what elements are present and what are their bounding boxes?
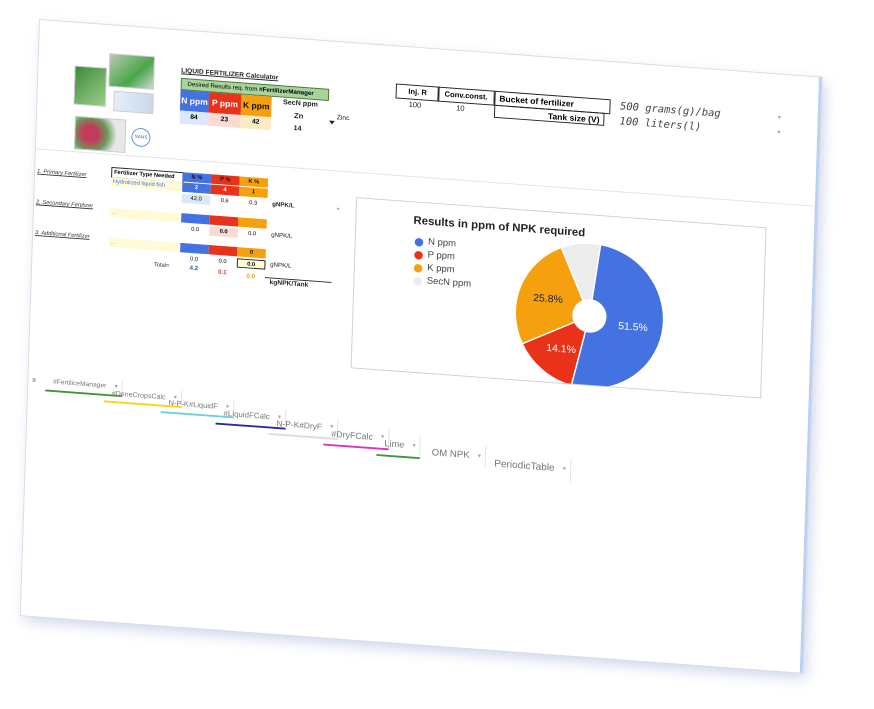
primary-amount[interactable]: 42.0 (181, 193, 211, 205)
total-label: Total= (153, 262, 170, 270)
sheet-tab-label: OM NPK (431, 447, 470, 461)
fertilizer-photo-thumbnail (73, 65, 108, 107)
sheet-list-icon[interactable]: ≡ (32, 377, 37, 385)
pie-label-2: 25.8% (533, 293, 563, 306)
primary-unit: gNPK/L (272, 201, 295, 210)
sheet-tab-7[interactable]: OM NPK ▾ (423, 441, 487, 469)
additional-k-pct[interactable]: 0 (237, 247, 266, 259)
additional-unit: gNPK/L (270, 261, 292, 270)
secondary-n-grams: 0.0 (191, 226, 200, 234)
secn-element-name: Zinc (336, 114, 350, 123)
pie-label-0: 51.5% (618, 321, 648, 334)
bucket-dropdown-icon[interactable]: ▾ (777, 114, 782, 122)
sheet-tab-label: #DryFCalc (331, 429, 374, 442)
primary-dropdown-icon[interactable]: ▾ (336, 206, 340, 213)
secondary-n-bar (181, 213, 210, 225)
additional-p-bar (208, 244, 238, 257)
secondary-fertilizer-select[interactable]: ... (109, 207, 183, 223)
additional-fertilizer-label: 3. Additional Fertilizer (34, 230, 90, 240)
primary-k-pct[interactable]: 1 (239, 186, 268, 199)
sheet-tab-label: #LiquidFCalc (223, 408, 270, 421)
sheet-tab-bar: ≡ #FertiliceManager ▾ #DeneCropsCalc ▾ N-P-K… (23, 373, 808, 599)
secn-ppm-label: SecN ppm (282, 97, 319, 109)
sheet-tab-label: #FertiliceManager (52, 378, 107, 390)
greenhouse-photo-thumbnail (113, 90, 154, 115)
sheet-tab-8[interactable]: PeriodicTable ▾ (486, 451, 572, 482)
secondary-p-grams: 0.0 (209, 226, 239, 238)
k-ppm-header: K ppm (240, 94, 272, 118)
dripper-photo-thumbnail (73, 115, 127, 154)
n-ppm-value[interactable]: 84 (179, 110, 209, 126)
p-ppm-header: P ppm (208, 92, 242, 115)
tank-dropdown-icon[interactable]: ▾ (777, 129, 781, 137)
secn-dropdown-marker[interactable] (328, 120, 335, 125)
sheet-tab-label: N-P-K#LiquidF (168, 398, 218, 411)
additional-k-grams: 0.0 (236, 258, 266, 270)
sheet-tab-6[interactable]: Lime ▾ (376, 432, 421, 460)
primary-fertilizer-label: 1. Primary Fertilizer (36, 168, 87, 179)
tank-size-value[interactable]: 100 liters(l) (619, 114, 702, 134)
secondary-fertilizer-label: 2. Secondary Fertilizer (35, 199, 94, 210)
injection-ratio-box: Inj. R (395, 83, 440, 102)
additional-fertilizer-select[interactable]: ... (108, 237, 182, 253)
sans-logo: SANS (131, 127, 151, 148)
injection-ratio-value[interactable]: 100 (408, 100, 422, 110)
secn-ppm-value[interactable]: 14 (293, 123, 302, 133)
total-n: 4.2 (189, 265, 199, 273)
spreadsheet-window: SANS LIQUID FERTILIZER Calculator Desire… (20, 20, 822, 673)
pie-chart: 51.5% 14.1% 25.8% (514, 241, 665, 390)
primary-n-pct[interactable]: 2 (182, 182, 211, 194)
field-photo-thumbnail (108, 53, 155, 90)
sheet-tab-label: #DeneCropsCalc (111, 388, 166, 402)
sheet-tab-label: PeriodicTable (494, 458, 555, 474)
chevron-down-icon[interactable]: ▾ (562, 465, 567, 473)
conversion-constant-box: Conv.const. (437, 86, 495, 106)
additional-p-grams: 0.0 (218, 258, 227, 265)
chevron-down-icon[interactable]: ▾ (477, 453, 482, 460)
total-k: 0.0 (246, 272, 256, 281)
pie-label-1: 14.1% (546, 343, 576, 356)
primary-p-grams: 0.6 (220, 198, 229, 205)
primary-p-pct[interactable]: 4 (210, 184, 240, 196)
secn-element-symbol[interactable]: Zn (293, 111, 304, 121)
secondary-k-grams: 0.0 (248, 231, 257, 238)
n-ppm-header: N ppm (179, 90, 210, 113)
donut-hole (572, 299, 607, 333)
total-p: 0.1 (217, 268, 227, 277)
secondary-p-bar (209, 215, 239, 227)
additional-n-bar (180, 242, 209, 255)
k-ppm-value[interactable]: 42 (240, 114, 272, 131)
sheet-tab-label: N-P-K#DryF (276, 418, 323, 432)
primary-k-grams: 0.3 (249, 200, 258, 207)
npk-chart[interactable]: Results in ppm of NPK required N ppm P pp… (350, 197, 767, 399)
secondary-k-bar (238, 217, 267, 229)
chevron-down-icon[interactable]: ▾ (412, 442, 416, 450)
conversion-constant-value[interactable]: 10 (456, 103, 465, 113)
secondary-unit: gNPK/L (271, 231, 293, 240)
p-ppm-value[interactable]: 23 (208, 112, 241, 128)
pie-slice-3[interactable] (559, 241, 602, 319)
sheet-tab-label: Lime (384, 438, 405, 451)
